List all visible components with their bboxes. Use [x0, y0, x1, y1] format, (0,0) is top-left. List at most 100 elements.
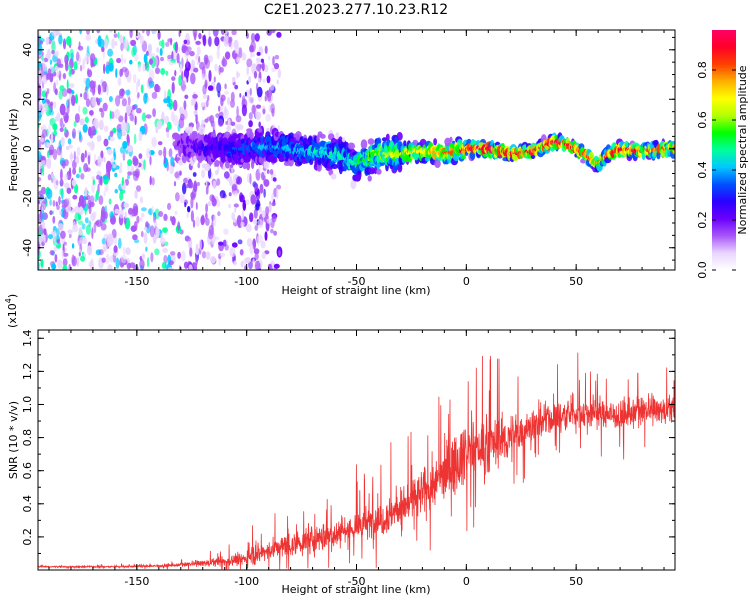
- heatmap-cell: [80, 173, 85, 180]
- heatmap-cell: [260, 240, 266, 249]
- heatmap-cell: [53, 123, 58, 131]
- heatmap-cell: [231, 212, 236, 221]
- heatmap-cell: [273, 230, 277, 236]
- heatmap-cell: [61, 160, 66, 169]
- heatmap-cell: [45, 36, 50, 46]
- spectrogram-y-tick-labels: -40 -20 0 20 40: [21, 43, 34, 257]
- heatmap-cell: [205, 251, 211, 260]
- heatmap-cell: [360, 139, 368, 150]
- heatmap-cell: [85, 98, 91, 107]
- heatmap-cell: [165, 70, 169, 76]
- heatmap-cell: [105, 64, 110, 74]
- heatmap-cell: [224, 83, 227, 90]
- heatmap-cell: [239, 93, 242, 98]
- heatmap-cell: [54, 253, 58, 263]
- heatmap-cell: [54, 50, 59, 57]
- heatmap-cell: [143, 232, 148, 244]
- heatmap-cell: [248, 75, 252, 84]
- heatmap-cell: [268, 55, 271, 61]
- snr-series-line: [38, 352, 675, 570]
- heatmap-cell: [55, 228, 60, 238]
- heatmap-cell: [235, 115, 242, 123]
- heatmap-cell: [144, 226, 148, 231]
- spectrogram-frame: [37, 29, 676, 271]
- heatmap-cell: [108, 198, 112, 205]
- heatmap-cell: [112, 127, 117, 134]
- heatmap-cell: [142, 63, 146, 72]
- heatmap-cell: [150, 252, 154, 263]
- heatmap-cell: [151, 30, 158, 34]
- heatmap-cell: [60, 230, 66, 239]
- heatmap-cell: [175, 192, 180, 202]
- heatmap-cell: [271, 215, 277, 223]
- heatmap-cell: [171, 76, 176, 81]
- heatmap-cell: [40, 210, 45, 222]
- heatmap-cell: [119, 191, 124, 201]
- heatmap-cell: [201, 73, 205, 81]
- heatmap-cell: [227, 97, 231, 106]
- heatmap-cell: [85, 34, 92, 41]
- snr-panel: -150 -100 -50 0 50 0.2 0.4 0.6 0.8 1.0 1.2 1.4 Hei…: [4, 294, 676, 596]
- heatmap-cell: [100, 223, 107, 231]
- heatmap-cell: [85, 52, 90, 63]
- heatmap-cell: [262, 78, 266, 84]
- heatmap-cell: [46, 188, 53, 200]
- heatmap-cell: [96, 135, 102, 142]
- heatmap-cell: [244, 265, 247, 270]
- heatmap-cell: [248, 120, 253, 128]
- heatmap-cell: [141, 207, 147, 212]
- heatmap-cell: [43, 57, 49, 63]
- heatmap-cell: [71, 255, 77, 267]
- heatmap-cell: [160, 56, 164, 62]
- heatmap-cell: [257, 219, 264, 229]
- heatmap-cell: [241, 52, 247, 61]
- heatmap-cell: [233, 260, 237, 266]
- heatmap-cell: [188, 264, 193, 270]
- heatmap-cell: [239, 194, 245, 203]
- heatmap-cell: [221, 58, 228, 67]
- heatmap-cell: [43, 102, 48, 113]
- heatmap-cell: [121, 88, 125, 94]
- figure-title: C2E1.2023.277.10.23.R12: [264, 2, 448, 18]
- heatmap-cell: [220, 193, 224, 199]
- heatmap-cell: [82, 58, 85, 70]
- heatmap-cell: [38, 203, 41, 214]
- heatmap-cell: [195, 202, 198, 210]
- heatmap-cell: [40, 126, 44, 131]
- heatmap-cell: [230, 164, 234, 168]
- heatmap-cell: [276, 79, 279, 85]
- heatmap-cell: [229, 246, 236, 258]
- heatmap-cell: [123, 58, 127, 64]
- heatmap-cell: [204, 58, 211, 69]
- spectrogram-panel: -150 -100 -50 0 50 -40 -20 0 20 40 Height of str…: [7, 29, 676, 297]
- heatmap-cell: [48, 144, 55, 155]
- heatmap-cell: [143, 93, 148, 104]
- heatmap-cell: [68, 144, 73, 149]
- heatmap-cell: [59, 178, 64, 187]
- heatmap-cell: [340, 141, 345, 150]
- heatmap-cell: [217, 118, 224, 127]
- heatmap-cell: [251, 104, 256, 115]
- heatmap-cell: [266, 169, 270, 174]
- heatmap-cell: [433, 138, 437, 146]
- heatmap-cell: [128, 207, 133, 215]
- heatmap-cell: [78, 166, 81, 174]
- heatmap-cell: [154, 83, 160, 93]
- heatmap-cell: [143, 53, 148, 64]
- heatmap-cell: [132, 155, 138, 164]
- heatmap-cell: [107, 148, 113, 155]
- heatmap-cell: [96, 30, 101, 34]
- heatmap-cell: [68, 70, 72, 77]
- heatmap-cell: [49, 73, 54, 83]
- heatmap-cell: [179, 170, 182, 176]
- heatmap-cell: [228, 192, 232, 197]
- heatmap-cell: [127, 96, 131, 106]
- heatmap-cell: [49, 250, 55, 256]
- heatmap-cell: [253, 208, 258, 219]
- heatmap-cell: [193, 109, 198, 116]
- heatmap-cell: [118, 92, 124, 99]
- heatmap-cell: [102, 174, 109, 180]
- heatmap-cell: [157, 141, 163, 146]
- heatmap-cell: [254, 260, 260, 270]
- heatmap-cell: [68, 167, 72, 177]
